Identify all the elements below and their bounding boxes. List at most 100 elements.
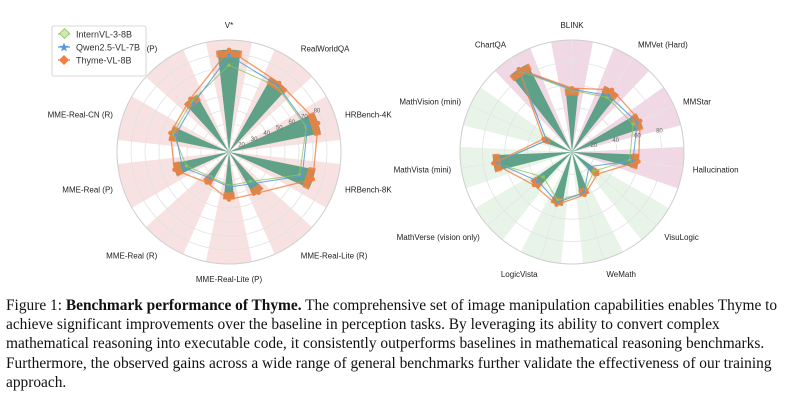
data-point-qwen [606,93,611,98]
series-line-thyme [491,68,641,206]
radial-tick-label: 70 [301,114,308,120]
radial-tick-label: 50 [276,126,283,132]
gain-highlight [302,166,316,190]
radial-tick-label: 30 [251,137,258,143]
data-bar [551,152,572,206]
diamond-marker-icon [59,55,69,65]
data-point-thyme [491,161,496,166]
radial-tick-label: 60 [288,120,295,126]
radial-tick-label: 20 [238,142,245,148]
category-label: MME-Real-Lite (P) [196,275,263,284]
category-band [229,96,341,152]
data-point-thyme [316,120,321,126]
data-bar [572,152,640,169]
data-point-qwen [250,182,254,186]
data-point-internvl [631,122,635,126]
category-label: MME-Real-CN (R) [48,110,114,119]
data-point-thyme [554,202,559,207]
data-point-qwen [536,179,540,184]
series-line-qwen [495,69,638,204]
radial-tick-label: 80 [656,128,663,134]
caption-body: The comprehensive set of image manipulat… [6,297,778,391]
category-label: MME-Real (P) [62,186,113,195]
data-bar [565,88,579,152]
data-point-thyme [541,136,546,142]
category-label: LogicVista [501,270,538,279]
data-bar [172,152,229,176]
data-point-qwen [227,185,231,189]
legend: InternVL-3-8B Qwen2.5-VL-7B Thyme-VL-8B [51,25,147,77]
category-label: MME-Real-Lite (R) [301,252,368,261]
data-point-thyme [582,192,587,198]
category-label: BLINK [560,21,584,30]
category-label: MathVista (mini) [394,165,452,174]
radial-tick-label: 40 [612,138,619,144]
data-bar [572,113,644,152]
data-bar [572,152,589,197]
category-label: MME-Real (R) [106,252,157,261]
category-band [572,87,681,152]
data-point-thyme [172,167,177,172]
data-point-internvl [184,164,189,168]
category-band [572,152,624,264]
category-band [229,152,341,208]
data-bar [229,77,287,152]
category-label: Hallucination [693,165,739,174]
data-point-qwen [300,174,304,178]
data-bar [229,152,264,196]
category-band [520,152,572,264]
category-label: HRBench-4K [345,110,392,119]
data-point-thyme [569,85,575,91]
category-label: V* [225,21,233,30]
data-point-internvl [227,63,231,67]
data-point-thyme [168,130,173,136]
radar-chart-reasoning: 20 40 60 80 BLINK MMVet (Hard) MMStar Hallucina… [394,21,739,279]
data-point-qwen [174,132,178,137]
data-bar [217,49,241,152]
data-point-thyme [276,80,282,86]
data-point-qwen [587,164,591,169]
category-label: ChartQA [475,40,507,49]
figure-label: Figure 1: [6,297,63,314]
data-bar [229,113,321,152]
data-point-thyme [595,171,600,177]
category-label: RealWorldQA [301,44,350,53]
legend-item-qwen: Qwen2.5-VL-7B [58,42,140,53]
legend-label: Thyme-VL-8B [76,56,132,66]
data-point-qwen [180,165,185,169]
data-bar [223,152,235,200]
data-point-qwen [631,159,635,163]
data-bar [492,152,572,172]
data-bar [184,94,229,152]
category-label: HRBench-8K [345,186,392,195]
data-point-thyme [516,66,521,72]
radial-tick-label: 60 [634,133,641,139]
data-point-thyme [204,180,209,185]
legend-label: Qwen2.5-VL-7B [76,43,140,53]
radial-tick-label: 40 [263,131,270,137]
data-point-internvl [592,169,596,173]
legend-item-thyme: Thyme-VL-8B [58,55,132,66]
category-label: MMVet (Hard) [638,40,688,49]
category-label: MathVision (mini) [399,97,461,106]
gain-highlight [630,153,640,170]
radial-tick-label: 80 [314,109,321,115]
data-point-thyme [636,159,641,164]
data-point-qwen [635,120,639,124]
data-bar [530,152,572,189]
data-point-thyme [638,118,643,124]
data-point-qwen [191,101,196,105]
legend-item-internvl: InternVL-3-8B [58,27,132,40]
category-label: WeMath [606,270,636,279]
data-bar [572,86,619,152]
figure-title: Benchmark performance of Thyme. [65,297,302,314]
category-label: VisuLogic [664,233,699,242]
category-label: MMStar [683,97,711,106]
data-point-thyme [226,47,232,52]
diamond-marker-icon [58,27,71,40]
data-point-qwen [305,124,310,129]
data-point-thyme [310,177,316,182]
category-label: MathVerse (vision only) [397,233,480,242]
gain-highlight [249,183,264,197]
figure-caption: Figure 1: Benchmark performance of Thyme… [6,296,788,392]
